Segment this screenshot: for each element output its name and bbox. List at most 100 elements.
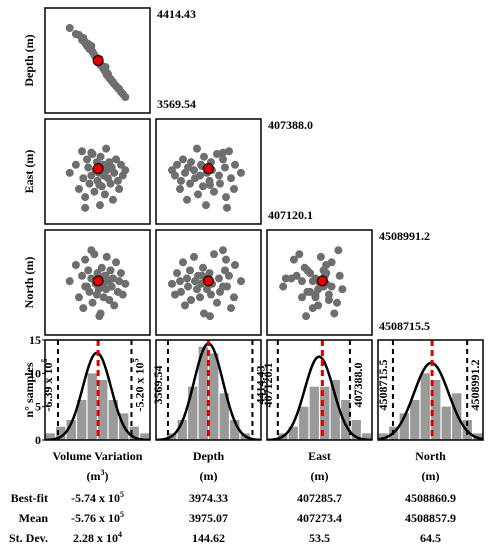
sample-point <box>113 176 122 185</box>
sample-point <box>190 166 198 175</box>
table-cell-text: -5.76 x 10 <box>71 511 120 525</box>
sample-point <box>181 301 189 310</box>
sample-point <box>71 261 80 269</box>
interval-label: 3569.54 <box>151 366 165 405</box>
sample-point <box>116 269 125 278</box>
sample-point <box>193 285 201 294</box>
range-max-label: 407388.0 <box>268 118 313 132</box>
hist-frame <box>266 339 373 441</box>
sample-point <box>216 179 224 188</box>
hist-bar <box>219 393 229 440</box>
table-cell-sup: 5 <box>120 510 124 519</box>
hist-bar <box>399 413 409 440</box>
hist-bar <box>198 346 208 440</box>
sample-point <box>219 246 227 255</box>
sample-point <box>87 171 96 180</box>
sample-point <box>213 298 221 307</box>
sample-point <box>112 155 121 164</box>
sample-point <box>110 301 119 310</box>
interval-label: 4508715.5 <box>376 360 390 411</box>
unit-close: ) <box>105 469 109 483</box>
table-cell: 407273.4 <box>297 511 342 525</box>
sample-point <box>333 298 341 307</box>
column-name: Depth <box>193 449 225 463</box>
sample-point <box>295 250 304 259</box>
y-tick-label: 10 <box>29 366 41 380</box>
sample-point <box>79 174 88 183</box>
hist-bar <box>309 386 319 440</box>
sample-point <box>65 24 74 32</box>
sample-point <box>210 250 218 259</box>
column-unit: (m) <box>311 469 329 483</box>
sample-point <box>168 166 176 175</box>
sample-point <box>81 38 90 46</box>
hist-bar <box>188 386 198 440</box>
sample-point <box>85 179 94 188</box>
sample-point <box>171 290 179 299</box>
hist-bar <box>410 400 420 440</box>
best-fit-point <box>92 55 104 67</box>
column-unit: (m) <box>422 469 440 483</box>
table-cell: 53.5 <box>309 531 330 545</box>
sample-point <box>223 282 231 291</box>
sample-point <box>95 201 104 210</box>
sample-point <box>223 203 231 212</box>
sample-point <box>85 287 94 296</box>
hist-bar <box>177 420 187 440</box>
sample-point <box>78 271 87 280</box>
hist-bar <box>77 400 87 440</box>
sample-point <box>210 187 218 196</box>
sample-point <box>88 298 97 307</box>
best-fit-point <box>202 275 214 287</box>
sample-point <box>194 190 202 199</box>
interval-label: 4508991.2 <box>468 360 482 411</box>
column-name: North <box>415 449 446 463</box>
sample-point <box>79 304 88 313</box>
hist-bar <box>299 406 309 440</box>
sample-point <box>303 266 312 275</box>
sample-point <box>196 293 204 302</box>
sample-point <box>121 166 130 175</box>
sample-point <box>186 179 194 188</box>
sample-point <box>338 285 347 294</box>
sample-point <box>327 258 336 267</box>
interval-label-text: 407388.0 <box>351 363 365 408</box>
range-max-label: 4414.43 <box>157 7 196 21</box>
sample-point <box>81 255 90 264</box>
sample-point <box>219 155 227 164</box>
sample-point <box>173 160 181 169</box>
sample-point <box>102 252 111 261</box>
best-fit-point <box>202 163 214 175</box>
interval-label-sup: 5 <box>131 359 140 363</box>
hist-bar <box>351 420 361 440</box>
table-cell: 64.5 <box>420 531 441 545</box>
gaussian-fit <box>267 355 372 440</box>
y-tick-label: 15 <box>29 333 41 347</box>
sample-point <box>324 296 333 304</box>
sample-point <box>78 147 87 156</box>
hist-bar <box>108 400 118 440</box>
table-cell: 4508857.9 <box>405 511 456 525</box>
sample-point <box>108 195 117 204</box>
sample-point <box>173 269 181 278</box>
y-tick-label: 5 <box>35 400 41 414</box>
sample-point <box>179 155 187 164</box>
sample-point <box>81 282 90 291</box>
hist-y-label: n° samples <box>22 362 36 417</box>
sample-point <box>83 155 91 164</box>
table-cell: 3974.33 <box>189 491 228 505</box>
hist-bar <box>330 380 340 440</box>
interval-label-text: -5.20 x 10 <box>132 363 146 412</box>
sample-point <box>96 152 105 161</box>
unit-text: (m <box>87 469 101 483</box>
histogram <box>45 340 150 440</box>
sample-point <box>87 42 96 50</box>
interval-label: -6.39 x 105 <box>40 359 55 412</box>
sample-point <box>176 277 184 286</box>
table-cell: 4508860.9 <box>405 491 456 505</box>
sample-point <box>222 255 230 264</box>
sample-point <box>231 261 239 269</box>
hist-frame <box>377 339 484 441</box>
sample-point <box>65 168 74 177</box>
interval-label: -5.20 x 105 <box>131 359 146 412</box>
